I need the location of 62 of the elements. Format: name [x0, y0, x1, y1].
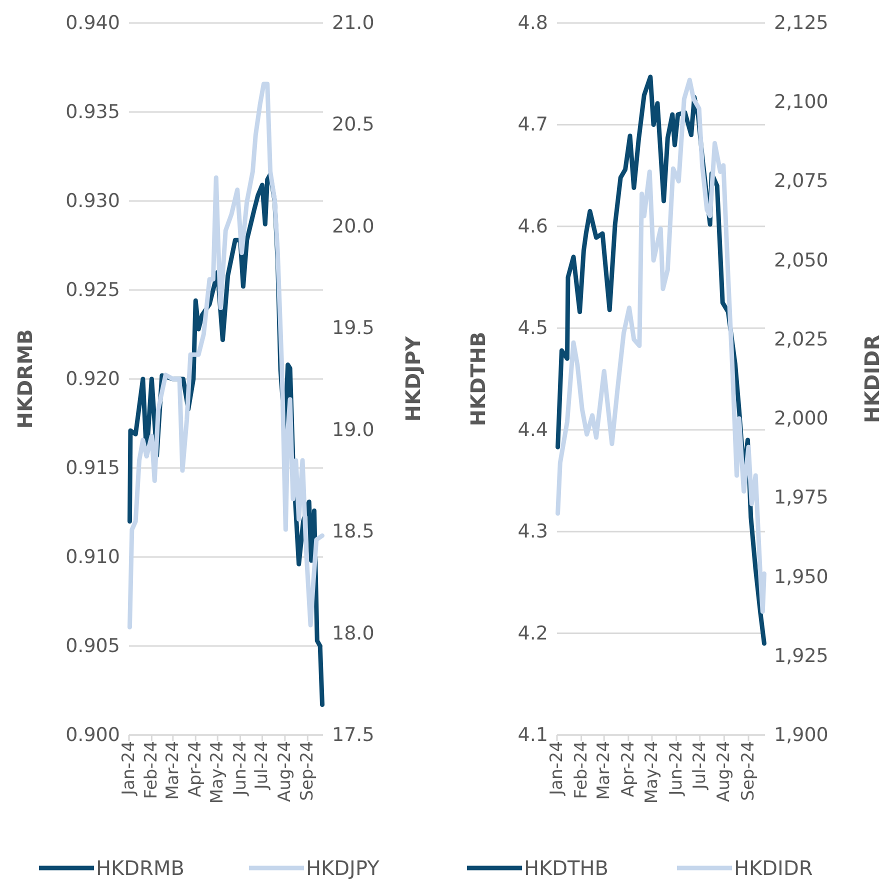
y2-tick-label: 20.0: [332, 215, 374, 238]
y-tick-label: 4.8: [518, 12, 548, 34]
x-tick-label: Jul-24: [690, 741, 710, 790]
legend-label: HKDIDR: [734, 856, 813, 880]
y-tick-label: 0.920: [66, 368, 120, 390]
y-tick-label: 4.5: [518, 317, 548, 340]
y2-tick-label: 20.5: [332, 114, 374, 136]
y2-tick-label: 1,950: [774, 566, 828, 588]
y2-tick-label: 19.5: [332, 317, 374, 340]
y2-tick-label: 1,975: [774, 486, 828, 509]
x-tick-label: Mar-24: [594, 741, 614, 800]
y-tick-label: 4.1: [518, 724, 548, 746]
x-tick-label: Jan-24: [119, 741, 139, 796]
line-series: [127, 82, 325, 630]
y-tick-label: 0.905: [66, 635, 120, 657]
y-tick-label: 0.940: [66, 12, 120, 34]
y-tick-label: 4.3: [518, 520, 548, 543]
y-tick-label: 4.2: [518, 622, 548, 644]
legend-label: HKDRMB: [96, 856, 184, 880]
x-tick-label: Mar-24: [162, 741, 183, 800]
y2-tick-label: 2,050: [774, 249, 828, 272]
y2-tick-label: 2,075: [774, 170, 828, 192]
y-tick-label: 0.925: [66, 279, 120, 301]
legend-label: HKDJPY: [306, 856, 380, 880]
y-tick-label: 0.900: [66, 724, 120, 746]
x-tick-label: Jun-24: [666, 741, 686, 796]
y-tick-label: 0.930: [66, 190, 120, 212]
y2-axis-title: HKDJPY: [401, 336, 425, 422]
x-tick-label: Aug-24: [274, 741, 295, 802]
x-tick-label: Jun-24: [230, 741, 250, 796]
y2-tick-label: 21.0: [332, 12, 374, 34]
y-tick-label: 0.915: [66, 457, 120, 479]
y2-tick-label: 17.5: [332, 724, 374, 746]
x-tick-label: Apr-24: [186, 741, 206, 798]
x-tick-label: Jan-24: [547, 741, 567, 796]
x-tick-label: Sep-24: [298, 741, 318, 801]
y2-tick-label: 2,100: [774, 91, 828, 114]
y2-tick-label: 18.0: [332, 622, 374, 644]
x-tick-label: Apr-24: [618, 741, 638, 798]
y2-tick-label: 2,125: [774, 12, 828, 34]
y2-tick-label: 19.0: [332, 418, 374, 441]
x-tick-label: Feb-24: [571, 741, 592, 799]
y-tick-label: 4.4: [518, 418, 548, 441]
y2-axis-title: HKDIDR: [860, 334, 883, 424]
x-tick-label: Aug-24: [714, 741, 734, 802]
y2-tick-label: 2,000: [774, 408, 828, 430]
y-tick-label: 0.910: [66, 546, 120, 568]
y2-tick-label: 1,925: [774, 644, 828, 667]
x-tick-label: May-24: [642, 741, 662, 804]
y2-tick-label: 18.5: [332, 520, 374, 543]
legend-label: HKDTHB: [524, 856, 609, 880]
y2-tick-label: 2,025: [774, 328, 828, 350]
y-tick-label: 4.6: [518, 215, 548, 238]
y-axis-title: HKDRMB: [13, 329, 37, 429]
x-tick-label: Feb-24: [142, 741, 162, 799]
x-tick-label: Jul-24: [252, 741, 272, 790]
y-axis-title: HKDTHB: [466, 332, 490, 426]
x-tick-label: May-24: [208, 741, 228, 804]
y-tick-label: 4.7: [518, 114, 548, 136]
x-tick-label: Sep-24: [738, 741, 759, 801]
y2-tick-label: 1,900: [774, 724, 828, 746]
y-tick-label: 0.935: [66, 101, 120, 123]
